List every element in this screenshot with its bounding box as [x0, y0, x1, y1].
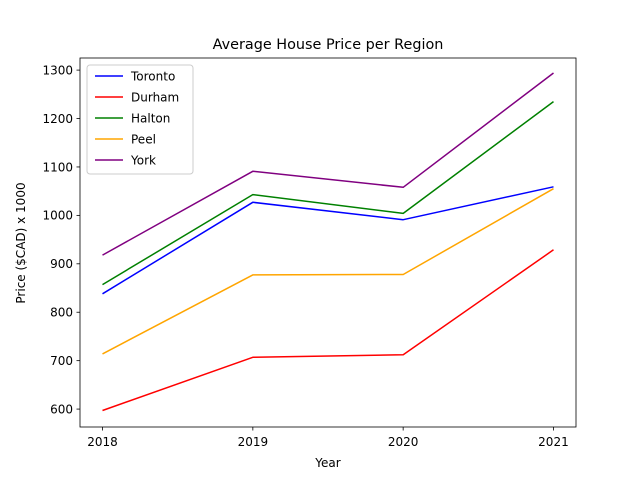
series-line-durham — [102, 249, 554, 412]
y-tick-label: 1000 — [42, 209, 73, 223]
legend-label-halton: Halton — [131, 111, 170, 125]
y-axis-label: Price ($CAD) x 1000 — [14, 182, 28, 303]
x-tick-label: 2020 — [388, 435, 419, 449]
x-tick-label: 2021 — [538, 435, 569, 449]
legend-label-toronto: Toronto — [130, 69, 175, 83]
x-tick-label: 2018 — [87, 435, 118, 449]
y-tick-label: 600 — [50, 402, 73, 416]
legend: Toronto Durham Halton Peel York — [86, 64, 194, 175]
legend-label-peel: Peel — [131, 132, 156, 146]
series-line-halton — [102, 100, 554, 286]
y-tick-label: 800 — [50, 306, 73, 320]
y-tick-label: 900 — [50, 257, 73, 271]
x-axis-label: Year — [314, 456, 340, 470]
y-tick-label: 1300 — [42, 63, 73, 77]
y-tick-label: 700 — [50, 354, 73, 368]
legend-box — [86, 64, 194, 175]
y-tick-label: 1100 — [42, 160, 73, 174]
y-tick-label: 1200 — [42, 112, 73, 126]
chart-title: Average House Price per Region — [213, 37, 444, 53]
series-line-peel — [102, 188, 554, 355]
x-axis: 2018 2019 2020 2021 — [87, 427, 569, 449]
legend-label-durham: Durham — [131, 90, 179, 104]
legend-label-york: York — [130, 153, 156, 167]
y-axis: 600 700 800 900 1000 1100 1200 1300 — [42, 63, 80, 416]
series-line-york — [102, 72, 554, 256]
x-tick-label: 2019 — [238, 435, 269, 449]
series-line-toronto — [102, 186, 554, 295]
plot-frame — [79, 57, 577, 428]
series-layer — [102, 72, 554, 412]
